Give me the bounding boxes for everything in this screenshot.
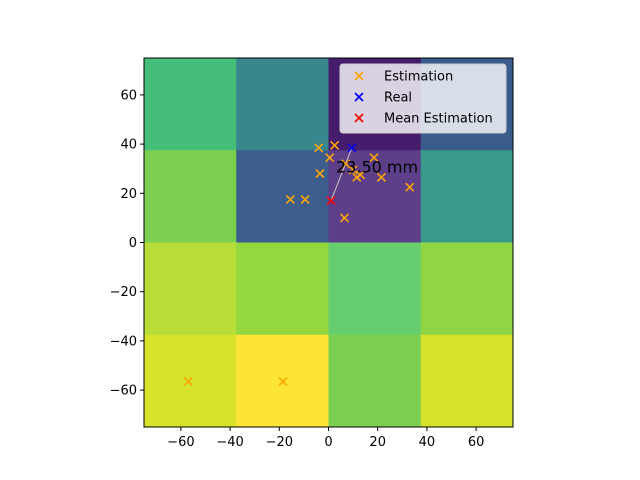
mean-estimation-point: [326, 196, 336, 206]
x-tick-label: 60: [468, 435, 485, 450]
marker-stroke: [326, 196, 336, 206]
legend-box: [339, 63, 507, 134]
marker-stroke: [369, 153, 379, 163]
marker-stroke: [354, 113, 364, 123]
heatmap-cell: [236, 242, 329, 336]
estimation-point: [285, 194, 295, 205]
real-point: [347, 143, 357, 153]
estimation-point: [405, 182, 415, 192]
heatmap-cell: [328, 242, 422, 336]
heatmap-cell: [328, 334, 422, 428]
marker-stroke: [339, 213, 350, 223]
y-tick-label: 0: [129, 236, 137, 251]
legend-marker: [354, 92, 364, 102]
markers-layer: [183, 140, 415, 387]
legend-marker: [354, 71, 364, 81]
marker-stroke: [354, 92, 364, 102]
x-tick-label: −60: [167, 435, 194, 450]
estimation-point: [339, 213, 350, 223]
y-tick-label: 20: [120, 187, 137, 202]
x-tick-label: −40: [216, 435, 243, 450]
estimation-point: [376, 172, 386, 182]
heatmap-cell: [144, 242, 237, 336]
estimation-point: [348, 165, 358, 175]
y-tick-label: 60: [120, 88, 137, 103]
heatmap-cell: [420, 334, 514, 428]
heatmap-cell: [236, 58, 329, 151]
x-axis: −60 −40 −20 0 20 40 60: [167, 427, 484, 450]
distance-annotation: 23.50 mm: [336, 157, 418, 176]
legend-label: Estimation: [384, 70, 453, 85]
heatmap-cell: [144, 150, 237, 243]
legend: Estimation Real Mean Estimation: [339, 63, 507, 134]
y-tick-label: 40: [120, 138, 137, 153]
y-tick-label: −60: [110, 384, 137, 399]
heatmap-cell: [420, 150, 514, 243]
marker-stroke: [354, 71, 364, 81]
x-tick-label: 20: [369, 435, 386, 450]
estimation-point: [315, 169, 325, 179]
marker-stroke: [315, 169, 325, 179]
legend-marker: [354, 113, 364, 123]
heatmap-cell: [144, 334, 237, 428]
marker-stroke: [352, 172, 362, 182]
heatmap-cell: [236, 150, 329, 243]
estimation-point: [278, 376, 288, 387]
heatmap-cell: [144, 58, 237, 151]
marker-stroke: [330, 140, 340, 150]
x-tick-label: −20: [266, 435, 293, 450]
marker-stroke: [325, 153, 335, 163]
y-axis: −60 −40 −20 0 20 40 60: [110, 88, 144, 399]
marker-stroke: [347, 143, 357, 153]
estimation-point: [341, 159, 351, 169]
estimation-point: [300, 194, 310, 205]
x-tick-label: 40: [419, 435, 436, 450]
legend-label: Real: [384, 91, 412, 106]
marker-stroke: [348, 165, 358, 175]
marker-stroke: [405, 182, 415, 192]
distance-line: [330, 147, 353, 201]
estimation-point: [369, 153, 379, 163]
marker-stroke: [183, 376, 193, 387]
y-tick-label: −40: [110, 334, 137, 349]
legend-label: Mean Estimation: [384, 112, 493, 127]
marker-stroke: [341, 159, 351, 169]
marker-stroke: [278, 376, 288, 387]
heatmap-cell: [420, 242, 514, 336]
marker-stroke: [285, 194, 295, 205]
marker-stroke: [376, 172, 386, 182]
marker-stroke: [300, 194, 310, 205]
x-tick-label: 0: [324, 435, 332, 450]
estimation-point: [314, 143, 324, 153]
distance-line-layer: [330, 147, 353, 201]
estimation-point: [325, 153, 335, 163]
marker-stroke: [314, 143, 324, 153]
y-tick-label: −20: [110, 285, 137, 300]
estimation-point: [183, 376, 193, 387]
estimation-point: [330, 140, 340, 150]
estimation-point: [352, 172, 362, 182]
